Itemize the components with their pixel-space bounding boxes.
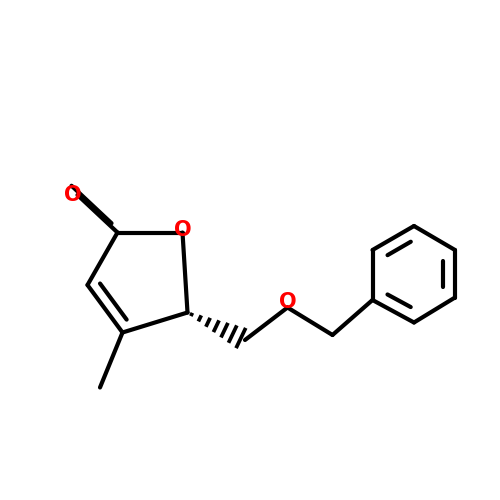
Text: O: O — [64, 185, 82, 205]
Text: O: O — [278, 292, 296, 312]
Text: O: O — [174, 220, 192, 240]
